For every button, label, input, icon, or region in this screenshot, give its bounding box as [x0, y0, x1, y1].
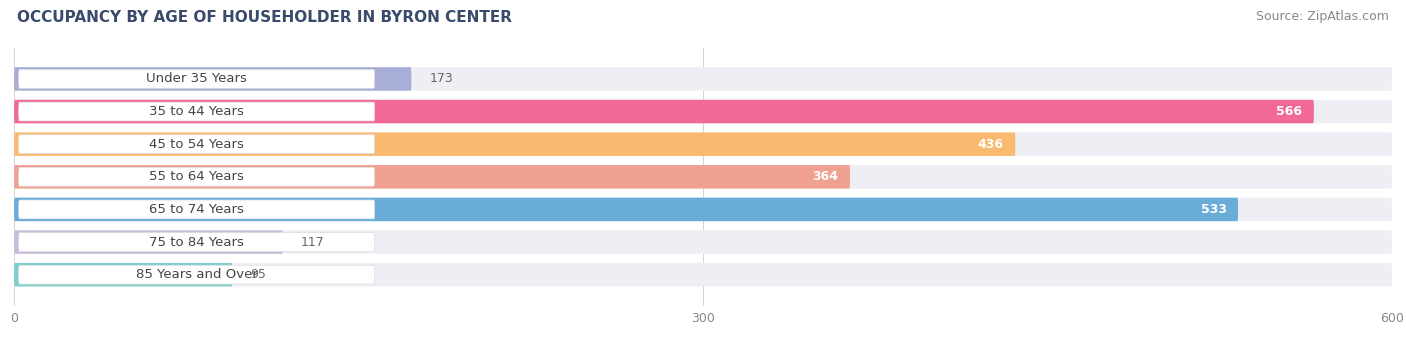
- FancyBboxPatch shape: [14, 100, 1313, 123]
- FancyBboxPatch shape: [18, 200, 374, 219]
- FancyBboxPatch shape: [14, 230, 283, 254]
- FancyBboxPatch shape: [14, 198, 1239, 221]
- Text: 117: 117: [301, 236, 325, 249]
- Text: 45 to 54 Years: 45 to 54 Years: [149, 138, 245, 151]
- Text: 35 to 44 Years: 35 to 44 Years: [149, 105, 245, 118]
- Text: 65 to 74 Years: 65 to 74 Years: [149, 203, 245, 216]
- Text: 566: 566: [1277, 105, 1302, 118]
- FancyBboxPatch shape: [14, 165, 1392, 189]
- Text: Under 35 Years: Under 35 Years: [146, 72, 247, 85]
- Text: 364: 364: [813, 170, 838, 183]
- FancyBboxPatch shape: [14, 100, 1392, 123]
- FancyBboxPatch shape: [14, 132, 1392, 156]
- FancyBboxPatch shape: [14, 230, 1392, 254]
- FancyBboxPatch shape: [14, 263, 232, 286]
- Text: 85 Years and Over: 85 Years and Over: [136, 268, 257, 281]
- Text: 173: 173: [430, 72, 454, 85]
- FancyBboxPatch shape: [14, 67, 412, 91]
- FancyBboxPatch shape: [14, 263, 1392, 286]
- FancyBboxPatch shape: [14, 132, 1015, 156]
- FancyBboxPatch shape: [14, 67, 1392, 91]
- Text: OCCUPANCY BY AGE OF HOUSEHOLDER IN BYRON CENTER: OCCUPANCY BY AGE OF HOUSEHOLDER IN BYRON…: [17, 10, 512, 25]
- FancyBboxPatch shape: [18, 265, 374, 284]
- FancyBboxPatch shape: [18, 135, 374, 154]
- Text: 75 to 84 Years: 75 to 84 Years: [149, 236, 245, 249]
- FancyBboxPatch shape: [18, 102, 374, 121]
- FancyBboxPatch shape: [14, 198, 1392, 221]
- Text: 55 to 64 Years: 55 to 64 Years: [149, 170, 245, 183]
- Text: 533: 533: [1201, 203, 1226, 216]
- Text: Source: ZipAtlas.com: Source: ZipAtlas.com: [1256, 10, 1389, 23]
- FancyBboxPatch shape: [18, 233, 374, 252]
- Text: 436: 436: [977, 138, 1004, 151]
- FancyBboxPatch shape: [18, 167, 374, 186]
- FancyBboxPatch shape: [14, 165, 851, 189]
- FancyBboxPatch shape: [18, 69, 374, 88]
- Text: 95: 95: [250, 268, 267, 281]
